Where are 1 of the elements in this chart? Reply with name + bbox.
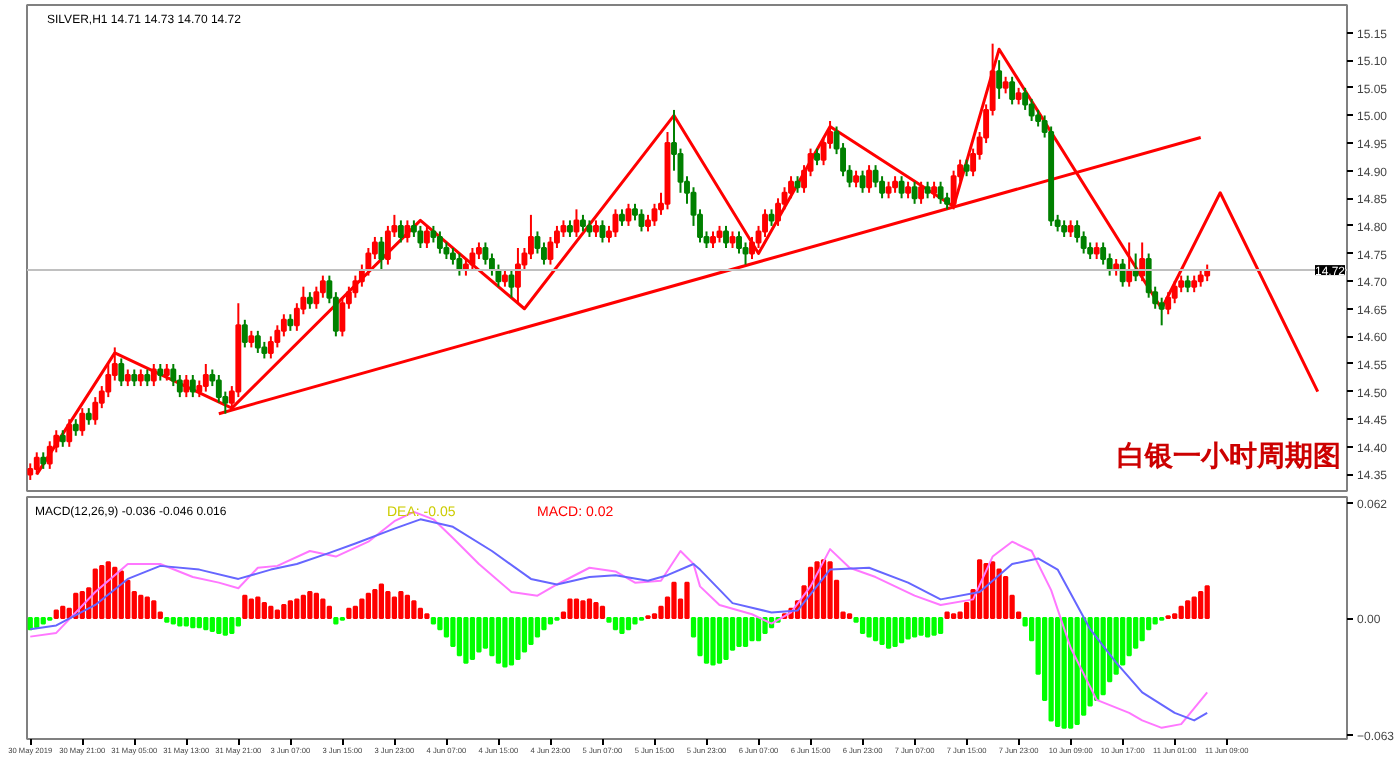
annotation: 白银一小时周期图 [1117,439,1341,471]
